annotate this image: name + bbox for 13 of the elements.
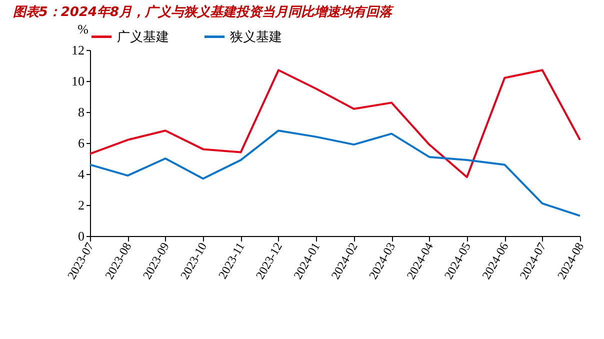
- line-series: [89, 130, 581, 217]
- y-axis-title: %: [78, 22, 89, 36]
- y-tick-label: 2: [78, 198, 84, 212]
- legend-label: 广义基建: [117, 28, 169, 44]
- line-series: [89, 69, 581, 178]
- y-tick-label: 12: [72, 42, 84, 58]
- legend-label: 狭义基建: [230, 28, 282, 44]
- y-tick-label: 6: [78, 136, 85, 150]
- y-tick-label: 0: [78, 228, 84, 244]
- y-tick-label: 4: [78, 166, 85, 182]
- y-tick-label: 8: [78, 104, 84, 120]
- chart-title: 图表5：2024年8月，广义与狭义基建投资当月同比增速均有回落: [12, 4, 394, 20]
- y-tick-label: 10: [72, 74, 84, 88]
